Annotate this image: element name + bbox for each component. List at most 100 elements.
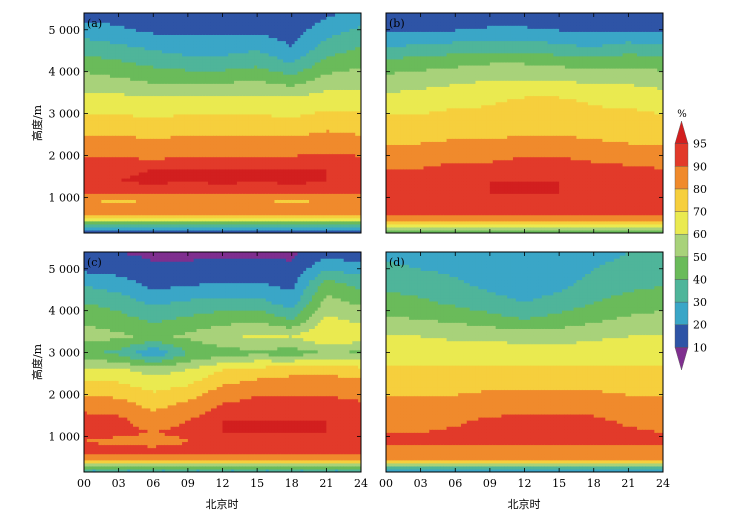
heatmap-cell — [182, 46, 186, 51]
heatmap-cell — [193, 101, 198, 106]
heatmap-cell — [254, 123, 258, 127]
heatmap-cell — [199, 132, 203, 136]
heatmap-cell — [213, 89, 218, 94]
heatmap-cell — [176, 135, 180, 139]
heatmap-cell — [89, 174, 94, 179]
heatmap-cell — [144, 13, 149, 17]
heatmap-cell — [213, 52, 218, 57]
heatmap-cell — [115, 129, 120, 133]
heatmap-cell — [109, 217, 114, 222]
heatmap-cell — [167, 13, 172, 17]
heatmap-cell — [147, 132, 151, 136]
heatmap-cell — [141, 16, 146, 20]
heatmap-cell — [248, 71, 252, 75]
heatmap-cell — [167, 31, 172, 35]
heatmap-cell — [170, 171, 175, 176]
heatmap-cell — [109, 43, 114, 48]
heatmap-cell — [265, 116, 270, 121]
heatmap-cell — [130, 71, 134, 75]
heatmap-cell — [184, 101, 189, 106]
heatmap-cell — [234, 174, 238, 179]
heatmap-cell — [187, 40, 192, 45]
heatmap-cell — [257, 178, 261, 182]
heatmap-cell — [101, 83, 105, 87]
heatmap-cell — [265, 147, 270, 152]
heatmap-cell — [141, 77, 146, 81]
heatmap-cell — [109, 83, 114, 87]
heatmap-cell — [208, 223, 212, 228]
heatmap-cell — [98, 46, 102, 51]
heatmap-cell — [268, 13, 273, 17]
heatmap-cell — [254, 181, 258, 185]
heatmap-cell — [219, 22, 224, 26]
heatmap-cell — [112, 80, 117, 84]
heatmap-cell — [115, 190, 120, 194]
heatmap-cell — [228, 98, 232, 103]
heatmap-cell — [95, 107, 100, 112]
heatmap-cell — [213, 83, 218, 87]
heatmap-cell — [245, 205, 250, 210]
heatmap-cell — [202, 190, 206, 194]
heatmap-cell — [147, 174, 151, 179]
heatmap-cell — [245, 229, 250, 233]
heatmap-cell — [260, 46, 264, 51]
heatmap-cell — [187, 171, 192, 176]
heatmap-cell — [124, 147, 128, 152]
heatmap-cell — [109, 171, 114, 176]
heatmap-cell — [167, 132, 172, 136]
heatmap-cell — [271, 37, 276, 42]
heatmap-cell — [271, 174, 276, 179]
heatmap-cell — [239, 196, 244, 200]
heatmap-cell — [265, 217, 270, 222]
heatmap-cell — [219, 214, 224, 219]
heatmap-cell — [150, 107, 154, 112]
heatmap-cell — [176, 83, 180, 87]
heatmap-cell — [210, 150, 215, 155]
heatmap-cell — [89, 184, 94, 188]
heatmap-cell — [184, 25, 189, 29]
heatmap-cell — [98, 226, 102, 231]
heatmap-cell — [84, 46, 88, 51]
heatmap-cell — [216, 147, 221, 152]
heatmap-cell — [231, 147, 235, 152]
heatmap-cell — [179, 89, 183, 94]
heatmap-cell — [283, 223, 287, 228]
heatmap-cell — [133, 46, 137, 51]
heatmap-cell — [86, 104, 91, 109]
heatmap-cell — [147, 37, 151, 42]
heatmap-cell — [225, 196, 229, 200]
heatmap-cell — [133, 144, 137, 149]
heatmap-cell — [184, 61, 189, 66]
heatmap-cell — [280, 150, 284, 155]
heatmap-cell — [274, 181, 278, 185]
heatmap-cell — [104, 123, 108, 127]
heatmap-cell — [138, 181, 143, 185]
heatmap-cell — [107, 141, 111, 145]
heatmap-cell — [118, 132, 123, 136]
heatmap-cell — [167, 162, 172, 167]
heatmap-cell — [92, 74, 97, 78]
heatmap-cell — [109, 58, 114, 63]
heatmap-cell — [222, 46, 226, 51]
heatmap-cell — [228, 31, 232, 35]
heatmap-cell — [144, 205, 149, 210]
heatmap-cell — [184, 202, 189, 207]
heatmap-cell — [150, 34, 154, 39]
heatmap-cell — [202, 25, 206, 29]
heatmap-cell — [107, 43, 111, 48]
heatmap-cell — [141, 101, 146, 106]
heatmap-cell — [118, 116, 123, 121]
heatmap-cell — [205, 89, 209, 94]
heatmap-cell — [182, 174, 186, 179]
heatmap-cell — [260, 171, 264, 176]
heatmap-cell — [182, 68, 186, 72]
heatmap-cell — [95, 104, 100, 109]
heatmap-cell — [202, 104, 206, 109]
heatmap-cell — [271, 147, 276, 152]
heatmap-cell — [239, 178, 244, 182]
heatmap-cell — [104, 80, 108, 84]
heatmap-cell — [173, 71, 177, 75]
heatmap-cell — [92, 83, 97, 87]
heatmap-cell — [92, 168, 97, 173]
heatmap-cell — [101, 101, 105, 106]
